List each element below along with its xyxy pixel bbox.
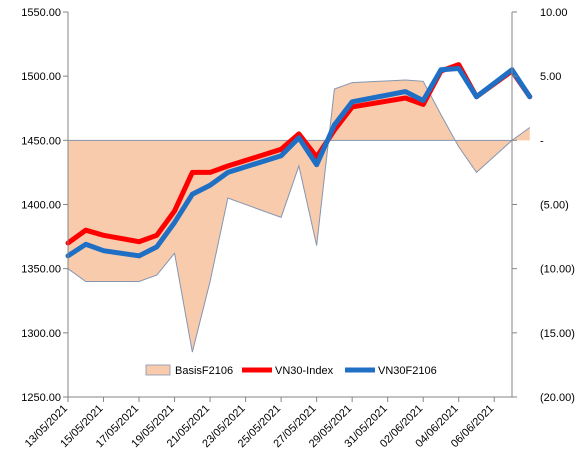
legend-label-vn30-index: VN30-Index: [275, 365, 334, 377]
left-tick-label: 1350.00: [21, 264, 61, 276]
right-tick-label: (10.00): [540, 264, 575, 276]
legend-label-basis: BasisF2106: [175, 365, 233, 377]
left-tick-label: 1300.00: [21, 328, 61, 340]
line-layer: [65, 62, 533, 259]
right-tick-label: -: [540, 135, 544, 147]
area-layer: [67, 79, 531, 353]
right-tick-label: (5.00): [540, 200, 569, 212]
right-tick-label: (20.00): [540, 392, 575, 404]
legend: BasisF2106 VN30-Index VN30F2106: [145, 364, 437, 377]
right-tick-label: (15.00): [540, 328, 575, 340]
left-tick-label: 1400.00: [21, 200, 61, 212]
right-tick-label: 10.00: [540, 7, 568, 19]
left-tick-label: 1500.00: [21, 71, 61, 83]
basis-area: [68, 80, 530, 353]
left-tick-label: 1550.00: [21, 7, 61, 19]
series-line-vn30f2106: [65, 65, 533, 259]
basis-edge: [67, 79, 531, 353]
left-tick-label: 1250.00: [21, 392, 61, 404]
right-tick-label: 5.00: [540, 71, 561, 83]
left-tick-label: 1450.00: [21, 135, 61, 147]
legend-label-vn30f2106: VN30F2106: [378, 365, 437, 377]
legend-swatch-basis: [145, 364, 171, 376]
